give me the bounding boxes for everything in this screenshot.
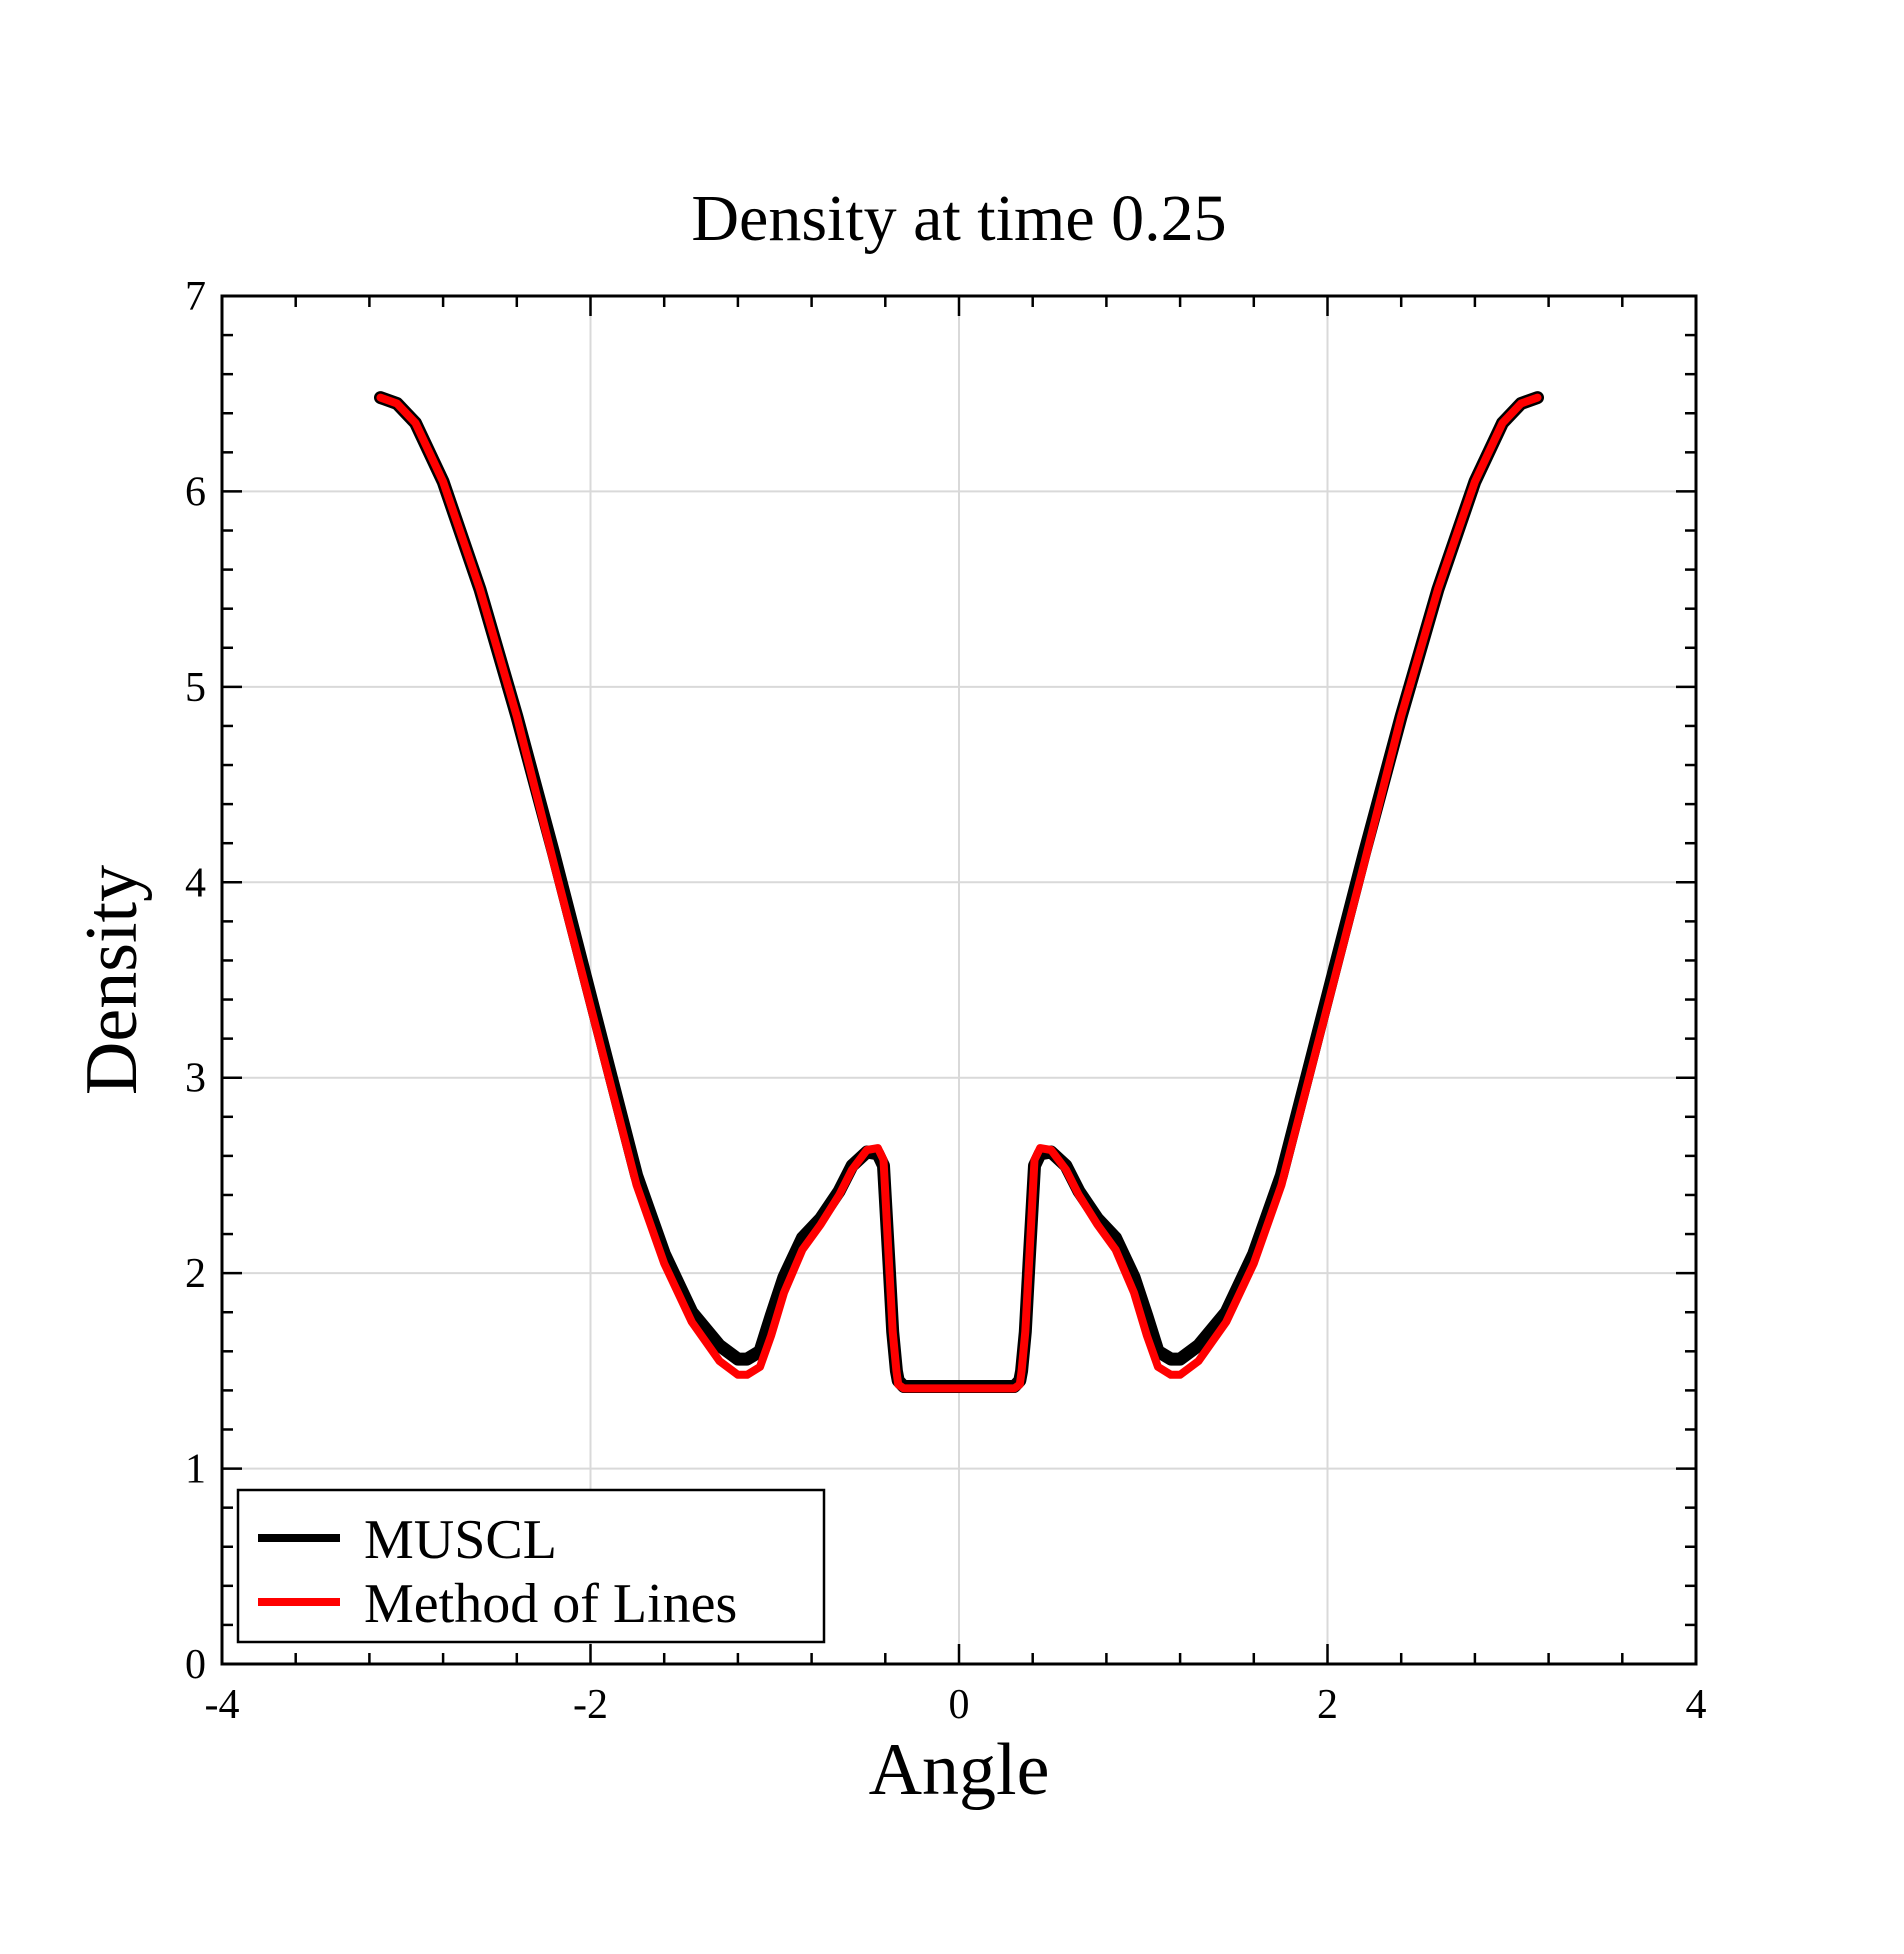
y-tick-label: 4 [185,860,206,906]
x-tick-label: -2 [573,1682,608,1728]
chart-title: Density at time 0.25 [691,182,1226,255]
y-tick-label: 1 [185,1447,206,1493]
y-tick-label: 2 [185,1251,206,1297]
legend-label-muscl: MUSCL [364,1509,557,1571]
y-tick-label: 6 [185,469,206,515]
y-tick-label: 3 [185,1056,206,1102]
y-tick-label: 5 [185,665,206,711]
grid [222,296,1696,1664]
x-tick-label: 0 [949,1682,970,1728]
legend: MUSCL Method of Lines [236,1488,826,1644]
x-tick-label: 4 [1686,1682,1707,1728]
x-tick-label: -4 [205,1682,240,1728]
y-tick-label: 7 [185,274,206,320]
legend-box [236,1488,826,1644]
axis-ticks [220,294,1698,1666]
x-axis-label: Angle [869,1729,1050,1811]
y-axis-label: Density [71,865,153,1095]
legend-label-method-of-lines: Method of Lines [364,1573,737,1635]
tick-labels: -4 -2 0 2 4 0 1 2 3 4 5 6 7 [185,274,1707,1728]
series-line-method-of-lines [376,393,1542,1393]
y-tick-label: 0 [185,1642,206,1688]
series-lines [374,391,1544,1393]
x-tick-label: 2 [1317,1682,1338,1728]
